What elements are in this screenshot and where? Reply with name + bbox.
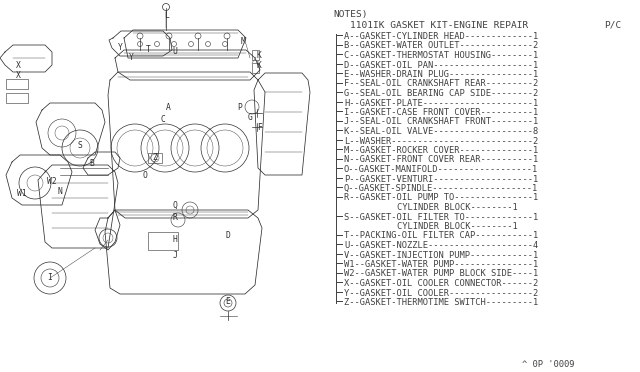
Text: S: S: [77, 141, 83, 150]
Text: V--GASKET-INJECTION PUMP------------1: V--GASKET-INJECTION PUMP------------1: [344, 250, 538, 260]
Text: F--SEAL-OIL CRANKSHAFT REAR---------2: F--SEAL-OIL CRANKSHAFT REAR---------2: [344, 80, 538, 89]
Text: Y: Y: [129, 52, 133, 61]
Text: CYLINDER BLOCK--------1: CYLINDER BLOCK--------1: [397, 203, 518, 212]
Text: W2--GASKET-WATER PUMP BLOCK SIDE----1: W2--GASKET-WATER PUMP BLOCK SIDE----1: [344, 269, 538, 279]
Text: W1: W1: [17, 189, 27, 198]
Text: E: E: [225, 298, 230, 307]
Text: X: X: [15, 71, 20, 80]
Text: R: R: [173, 214, 177, 222]
Text: F: F: [257, 124, 262, 132]
Text: S--GASKET-OIL FILTER TO-------------1: S--GASKET-OIL FILTER TO-------------1: [344, 212, 538, 221]
Text: I: I: [47, 273, 52, 282]
Text: X: X: [15, 61, 20, 70]
Text: M: M: [241, 38, 245, 46]
Text: U: U: [173, 48, 177, 57]
Text: H--GASKET-PLATE---------------------1: H--GASKET-PLATE---------------------1: [344, 99, 538, 108]
Text: N--GASKET-FRONT COVER REAR----------1: N--GASKET-FRONT COVER REAR----------1: [344, 155, 538, 164]
Text: B: B: [90, 158, 95, 167]
Text: P--GASKET-VENTURI-------------------1: P--GASKET-VENTURI-------------------1: [344, 174, 538, 183]
Text: P/C: P/C: [604, 21, 621, 30]
Text: W1--GASKET-WATER PUMP---------------1: W1--GASKET-WATER PUMP---------------1: [344, 260, 538, 269]
Text: W2: W2: [47, 177, 57, 186]
Bar: [148, 153, 162, 163]
Text: CYLINDER BLOCK--------1: CYLINDER BLOCK--------1: [397, 222, 518, 231]
Text: 1101IK GASKET KIT-ENGINE REPAIR: 1101IK GASKET KIT-ENGINE REPAIR: [350, 21, 528, 30]
Text: T--PACKING-OIL FILTER CAP-----------1: T--PACKING-OIL FILTER CAP-----------1: [344, 231, 538, 241]
Bar: [252, 50, 259, 60]
Bar: [6, 79, 28, 89]
Text: L: L: [164, 10, 170, 19]
Text: Q--GASKET-SPINDLE-------------------1: Q--GASKET-SPINDLE-------------------1: [344, 184, 538, 193]
Text: Y: Y: [118, 44, 122, 52]
Text: I--GASKET-CASE FRONT COVER----------1: I--GASKET-CASE FRONT COVER----------1: [344, 108, 538, 117]
Text: D: D: [225, 231, 230, 240]
Text: Y--GASKET-OIL COOLER----------------2: Y--GASKET-OIL COOLER----------------2: [344, 289, 538, 298]
Text: U--GASKET-NOZZLE--------------------4: U--GASKET-NOZZLE--------------------4: [344, 241, 538, 250]
Text: C: C: [161, 115, 165, 125]
Text: K: K: [257, 51, 261, 60]
Text: X--GASKET-OIL COOLER CONNECTOR------2: X--GASKET-OIL COOLER CONNECTOR------2: [344, 279, 538, 288]
Text: E--WASHER-DRAIN PLUG----------------1: E--WASHER-DRAIN PLUG----------------1: [344, 70, 538, 79]
Text: N: N: [58, 187, 63, 196]
Text: D--GASKET-OIL PAN-------------------1: D--GASKET-OIL PAN-------------------1: [344, 61, 538, 70]
Text: L--WASHER---------------------------2: L--WASHER---------------------------2: [344, 137, 538, 145]
Text: A: A: [166, 103, 170, 112]
Text: ^ 0P '0009: ^ 0P '0009: [522, 360, 575, 369]
Bar: [148, 232, 178, 250]
Text: J: J: [173, 250, 177, 260]
Text: Q: Q: [173, 201, 177, 209]
Text: P: P: [237, 103, 243, 112]
Text: O--GASKET-MANIFOLD------------------1: O--GASKET-MANIFOLD------------------1: [344, 165, 538, 174]
Text: K--SEAL-OIL VALVE-------------------8: K--SEAL-OIL VALVE-------------------8: [344, 127, 538, 136]
Bar: [6, 93, 28, 103]
Text: Z: Z: [152, 154, 157, 163]
Text: G--SEAL-OIL BEARING CAP SIDE--------2: G--SEAL-OIL BEARING CAP SIDE--------2: [344, 89, 538, 98]
Text: G: G: [248, 113, 252, 122]
Bar: [252, 63, 259, 73]
Text: A--GASKET-CYLINDER HEAD-------------1: A--GASKET-CYLINDER HEAD-------------1: [344, 32, 538, 41]
Text: NOTES): NOTES): [333, 10, 367, 19]
Text: O: O: [143, 170, 147, 180]
Text: Z--GASKET-THERMOTIME SWITCH---------1: Z--GASKET-THERMOTIME SWITCH---------1: [344, 298, 538, 307]
Text: R--GASKET-OIL PUMP TO---------------1: R--GASKET-OIL PUMP TO---------------1: [344, 193, 538, 202]
Text: J--SEAL-OIL CRANKSHAFT FRONT--------1: J--SEAL-OIL CRANKSHAFT FRONT--------1: [344, 118, 538, 126]
Text: H: H: [173, 235, 177, 244]
Text: T: T: [145, 45, 150, 55]
Text: K: K: [257, 61, 261, 70]
Text: M--GASKET-ROCKER COVER--------------1: M--GASKET-ROCKER COVER--------------1: [344, 146, 538, 155]
Text: C--GASKET-THERMOSTAT HOUSING--------1: C--GASKET-THERMOSTAT HOUSING--------1: [344, 51, 538, 60]
Text: B--GASKET-WATER OUTLET--------------2: B--GASKET-WATER OUTLET--------------2: [344, 42, 538, 51]
